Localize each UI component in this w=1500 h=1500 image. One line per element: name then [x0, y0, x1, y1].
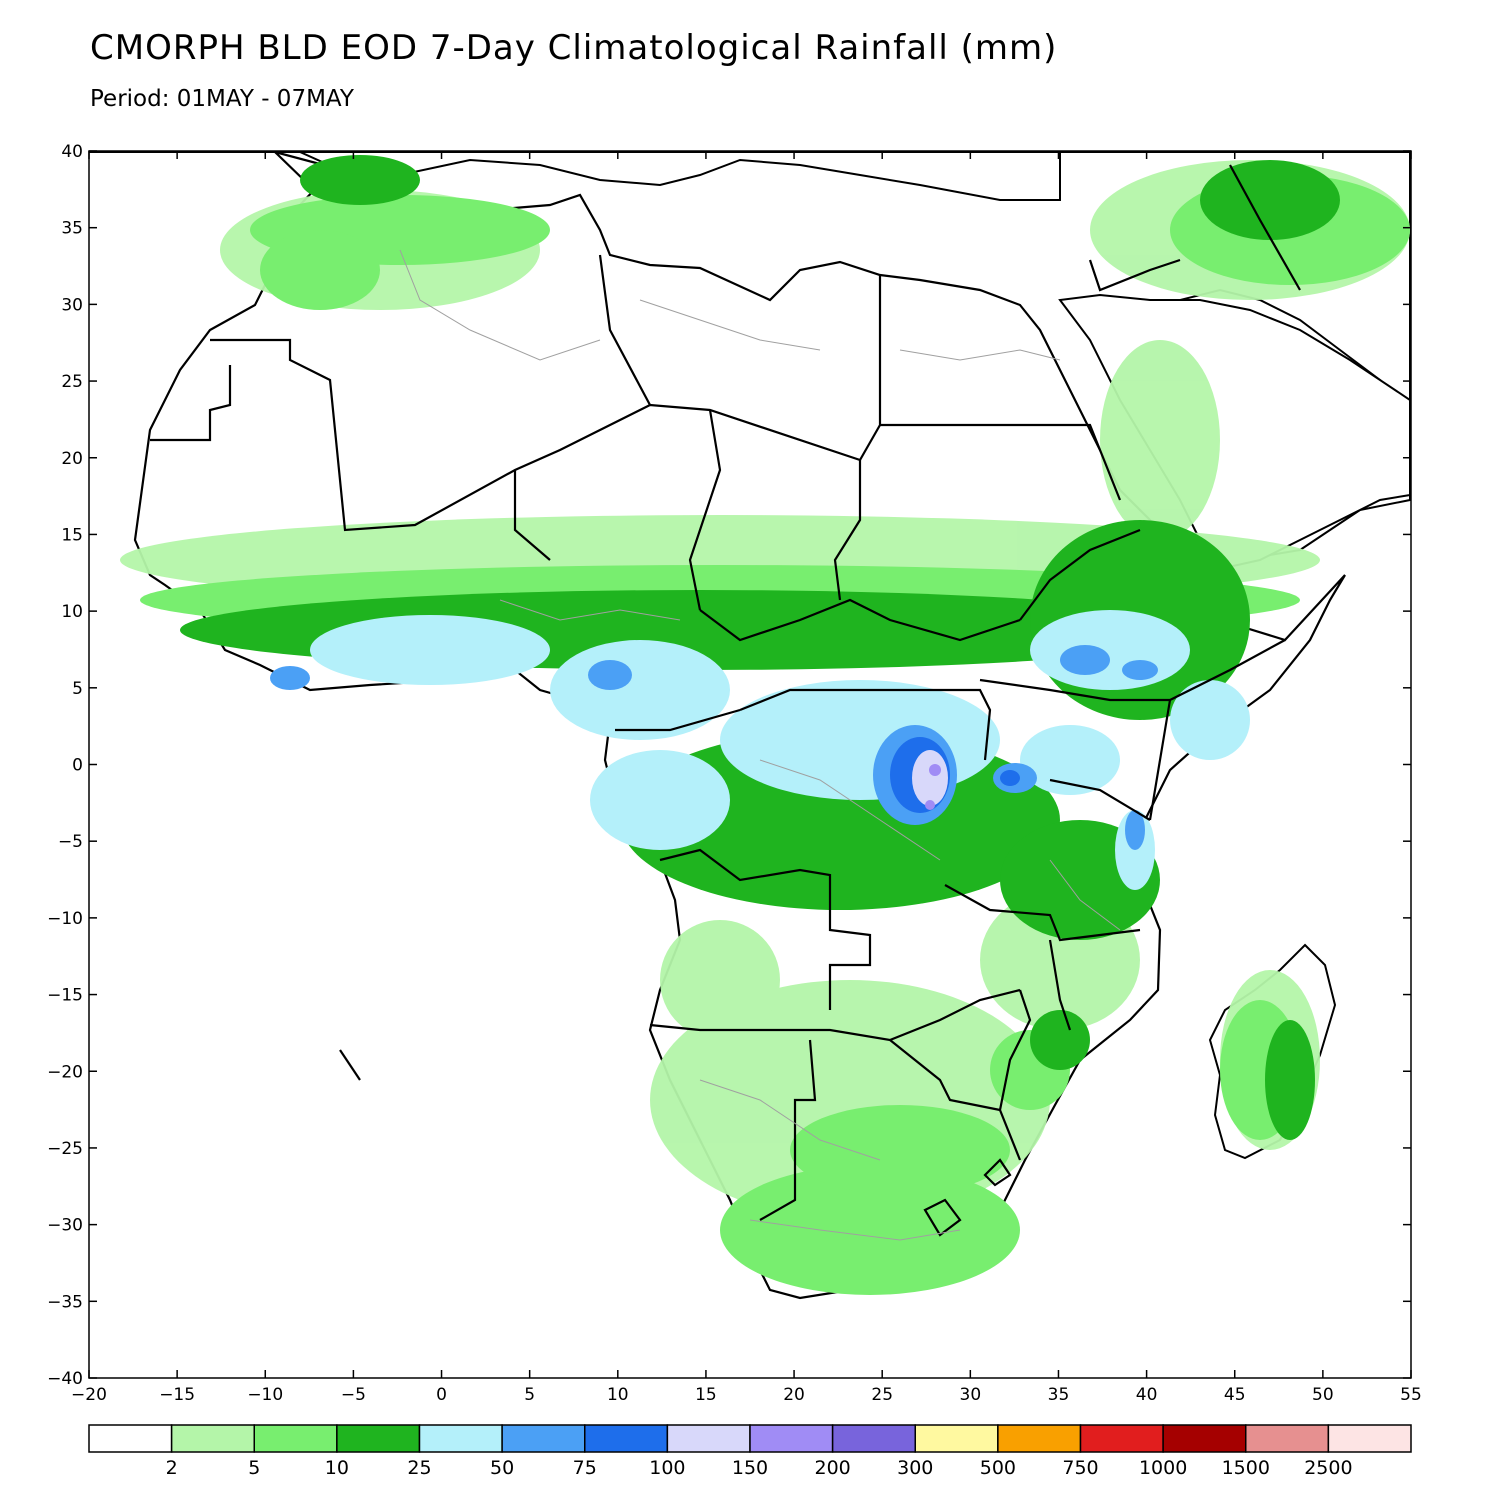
colorbar-swatch [1327, 1424, 1412, 1453]
lat-tick-label: 10 [61, 602, 83, 622]
lat-tick-label: −30 [47, 1216, 83, 1236]
lon-tick-label: 50 [1312, 1385, 1334, 1405]
lon-tick-label: 40 [1136, 1385, 1158, 1405]
colorbar-threshold-label: 300 [897, 1457, 933, 1479]
colorbar-swatch [336, 1424, 421, 1453]
rain-band-150-200mm [925, 764, 941, 810]
colorbar-threshold-label: 200 [814, 1457, 850, 1479]
lat-tick-label: −5 [58, 832, 83, 852]
colorbar-threshold-label: 500 [980, 1457, 1016, 1479]
lon-tick-label: −10 [247, 1385, 283, 1405]
lat-tick-label: −20 [47, 1062, 83, 1082]
colorbar-swatch [170, 1424, 255, 1453]
colorbar-swatch [253, 1424, 338, 1453]
colorbar-threshold-label: 2500 [1304, 1457, 1352, 1479]
colorbar-threshold-label: 2 [166, 1457, 178, 1479]
lon-tick-label: −5 [341, 1385, 366, 1405]
map-layers [89, 151, 1411, 1300]
lat-tick-label: −40 [47, 1369, 83, 1389]
colorbar-swatch [1162, 1424, 1247, 1453]
lon-tick-label: 10 [607, 1385, 629, 1405]
lat-tick-label: −25 [47, 1139, 83, 1159]
lat-tick-label: −10 [47, 909, 83, 929]
lon-tick-label: 55 [1400, 1385, 1422, 1405]
lon-tick-label: 20 [783, 1385, 805, 1405]
colorbar-threshold-label: 5 [248, 1457, 260, 1479]
colorbar-swatch [1079, 1424, 1164, 1453]
colorbar-swatch [997, 1424, 1082, 1453]
colorbar-threshold-label: 1500 [1222, 1457, 1270, 1479]
lat-tick-label: −35 [47, 1292, 83, 1312]
colorbar-threshold-label: 150 [732, 1457, 768, 1479]
europe-land [89, 151, 1061, 201]
lon-tick-label: −15 [159, 1385, 195, 1405]
map-title: CMORPH BLD EOD 7-Day Climatological Rain… [90, 28, 1058, 68]
colorbar-threshold-label: 75 [573, 1457, 597, 1479]
colorbar: 2 5 10 25 50 75 100 150 200 300 500 750 1000 1500 2500 [88, 1424, 1412, 1479]
colorbar-swatch [749, 1424, 834, 1453]
colorbar-threshold-label: 25 [407, 1457, 431, 1479]
lon-tick-label: −20 [71, 1385, 107, 1405]
colorbar-swatch [501, 1424, 586, 1453]
axis-ticks: −20 −15 −10 −5 0 5 10 15 20 25 30 35 40 45 50 554035302… [47, 142, 1422, 1405]
lat-tick-label: 40 [61, 142, 83, 162]
map-subtitle: Period: 01MAY - 07MAY [90, 86, 354, 112]
colorbar-swatch [914, 1424, 999, 1453]
lon-tick-label: 30 [960, 1385, 982, 1405]
colorbar-threshold-label: 10 [325, 1457, 349, 1479]
rain-band-100-150mm [912, 750, 948, 806]
lat-tick-label: 30 [61, 295, 83, 315]
lat-tick-label: 15 [61, 525, 83, 545]
lat-tick-label: 35 [61, 219, 83, 239]
colorbar-swatch [1245, 1424, 1330, 1453]
colorbar-swatch [88, 1424, 173, 1453]
lon-tick-label: 45 [1224, 1385, 1246, 1405]
lat-tick-label: 20 [61, 449, 83, 469]
lon-tick-label: 35 [1048, 1385, 1070, 1405]
colorbar-swatch [584, 1424, 669, 1453]
lon-tick-label: 5 [524, 1385, 535, 1405]
colorbar-swatch [666, 1424, 751, 1453]
lat-tick-label: 5 [72, 679, 83, 699]
colorbar-threshold-label: 100 [649, 1457, 685, 1479]
lat-tick-label: 25 [61, 372, 83, 392]
lon-tick-label: 0 [436, 1385, 447, 1405]
admin-borders [399, 249, 1121, 1241]
lon-tick-label: 15 [695, 1385, 717, 1405]
lat-tick-label: −15 [47, 986, 83, 1006]
lon-tick-label: 25 [871, 1385, 893, 1405]
colorbar-threshold-label: 50 [490, 1457, 514, 1479]
colorbar-swatch [418, 1424, 503, 1453]
colorbar-swatch [831, 1424, 916, 1453]
lat-tick-label: 0 [72, 756, 83, 776]
colorbar-threshold-label: 750 [1062, 1457, 1098, 1479]
country-borders [150, 164, 1301, 1237]
colorbar-threshold-label: 1000 [1139, 1457, 1187, 1479]
